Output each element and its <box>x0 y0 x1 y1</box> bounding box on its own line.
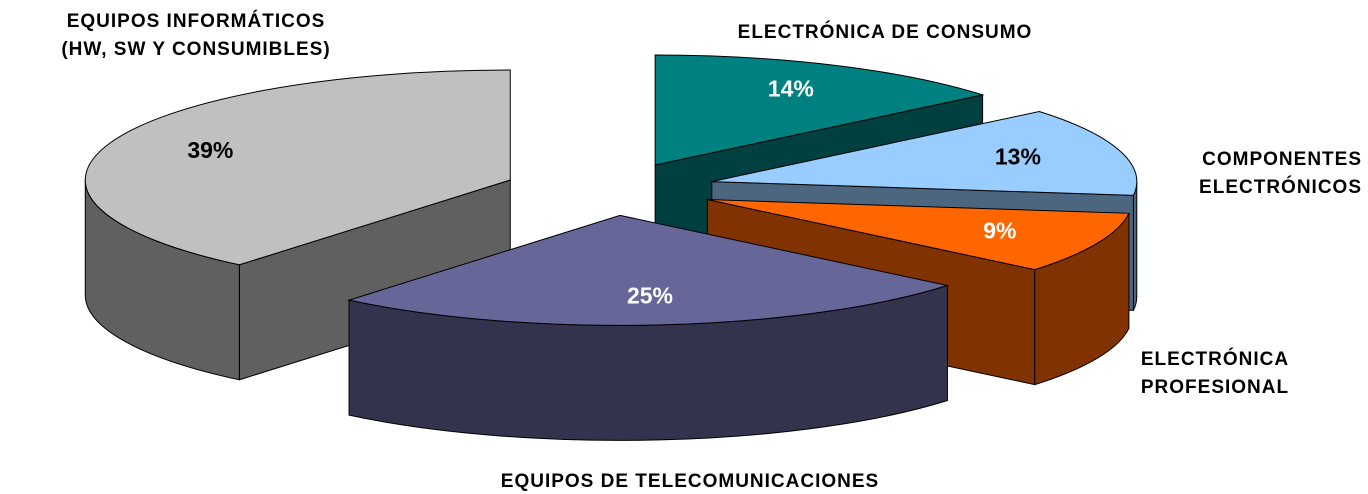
category-label-line: ELECTRÓNICA <box>1141 348 1289 370</box>
value-label: 39% <box>187 137 233 163</box>
category-label: COMPONENTES ELECTRÓNICOS <box>1199 149 1362 198</box>
category-label-line: ELECTRÓNICOS <box>1199 176 1362 198</box>
category-label-line: EQUIPOS INFORMÁTICOS <box>67 10 326 32</box>
slice-top <box>84 69 511 266</box>
category-label-line: COMPONENTES <box>1202 149 1362 170</box>
category-label: EQUIPOS DE TELECOMUNICACIONES <box>501 471 879 492</box>
slice <box>347 214 950 441</box>
slice-top <box>654 54 985 166</box>
slice-top <box>707 199 1130 271</box>
value-label: 9% <box>983 217 1016 243</box>
slice-top <box>711 110 1138 196</box>
category-label-line: EQUIPOS DE TELECOMUNICACIONES <box>501 471 879 492</box>
value-label: 13% <box>995 144 1041 170</box>
category-label-line: ELECTRÓNICA DE CONSUMO <box>738 21 1033 43</box>
slice <box>84 69 511 381</box>
category-label-line: PROFESIONAL <box>1141 377 1289 398</box>
category-label: EQUIPOS INFORMÁTICOS (HW, SW Y CONSUMIBLE… <box>61 10 330 60</box>
category-label: ELECTRÓNICA PROFESIONAL <box>1141 348 1289 398</box>
value-label: 25% <box>627 283 673 309</box>
slice-outer-side <box>1132 181 1138 311</box>
value-label: 14% <box>768 75 814 101</box>
category-label-line: (HW, SW Y CONSUMIBLES) <box>61 39 330 60</box>
slice-top <box>347 214 950 326</box>
category-label: ELECTRÓNICA DE CONSUMO <box>738 21 1033 43</box>
